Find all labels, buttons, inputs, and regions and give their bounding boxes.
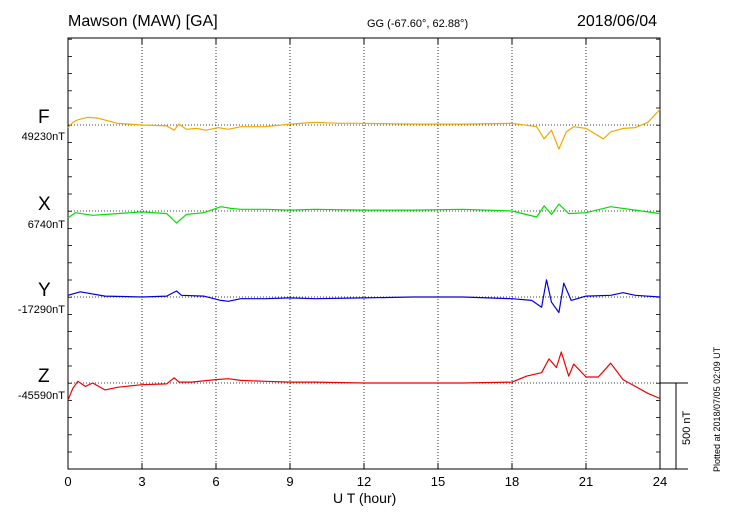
series-label-z: Z (38, 366, 50, 387)
x-tick-label-18: 18 (505, 474, 519, 489)
station-coordinates: GG (-67.60°, 62.88°) (367, 18, 469, 30)
series-label-y: Y (38, 280, 51, 301)
scale-bar-label: 500 nT (681, 410, 693, 445)
series-label-x: X (38, 194, 51, 215)
x-tick-label-0: 0 (64, 474, 71, 489)
x-tick-label-12: 12 (357, 474, 371, 489)
baseline-label-y: -17290nT (17, 304, 65, 316)
x-tick-label-24: 24 (653, 474, 667, 489)
series-line-f (67, 109, 661, 150)
series-line-x (67, 203, 661, 224)
x-axis-label: U T (hour) (333, 490, 397, 506)
baseline-label-x: 6740nT (27, 219, 65, 231)
x-tick-label-21: 21 (579, 474, 593, 489)
series-line-y (67, 279, 661, 314)
x-tick-label-15: 15 (431, 474, 445, 489)
x-tick-label-3: 3 (138, 474, 145, 489)
chart-date: 2018/06/04 (577, 13, 658, 30)
x-tick-label-6: 6 (212, 474, 219, 489)
baseline-label-f: 49230nT (21, 131, 65, 143)
x-tick-label-9: 9 (286, 474, 293, 489)
baseline-label-z: -45590nT (17, 390, 65, 402)
series-label-f: F (38, 107, 50, 128)
plotted-timestamp: Plotted at 2018/07/05 02:09 UT (712, 346, 722, 472)
chart-title: Mawson (MAW) [GA] (68, 13, 218, 30)
series-line-z (67, 351, 661, 401)
